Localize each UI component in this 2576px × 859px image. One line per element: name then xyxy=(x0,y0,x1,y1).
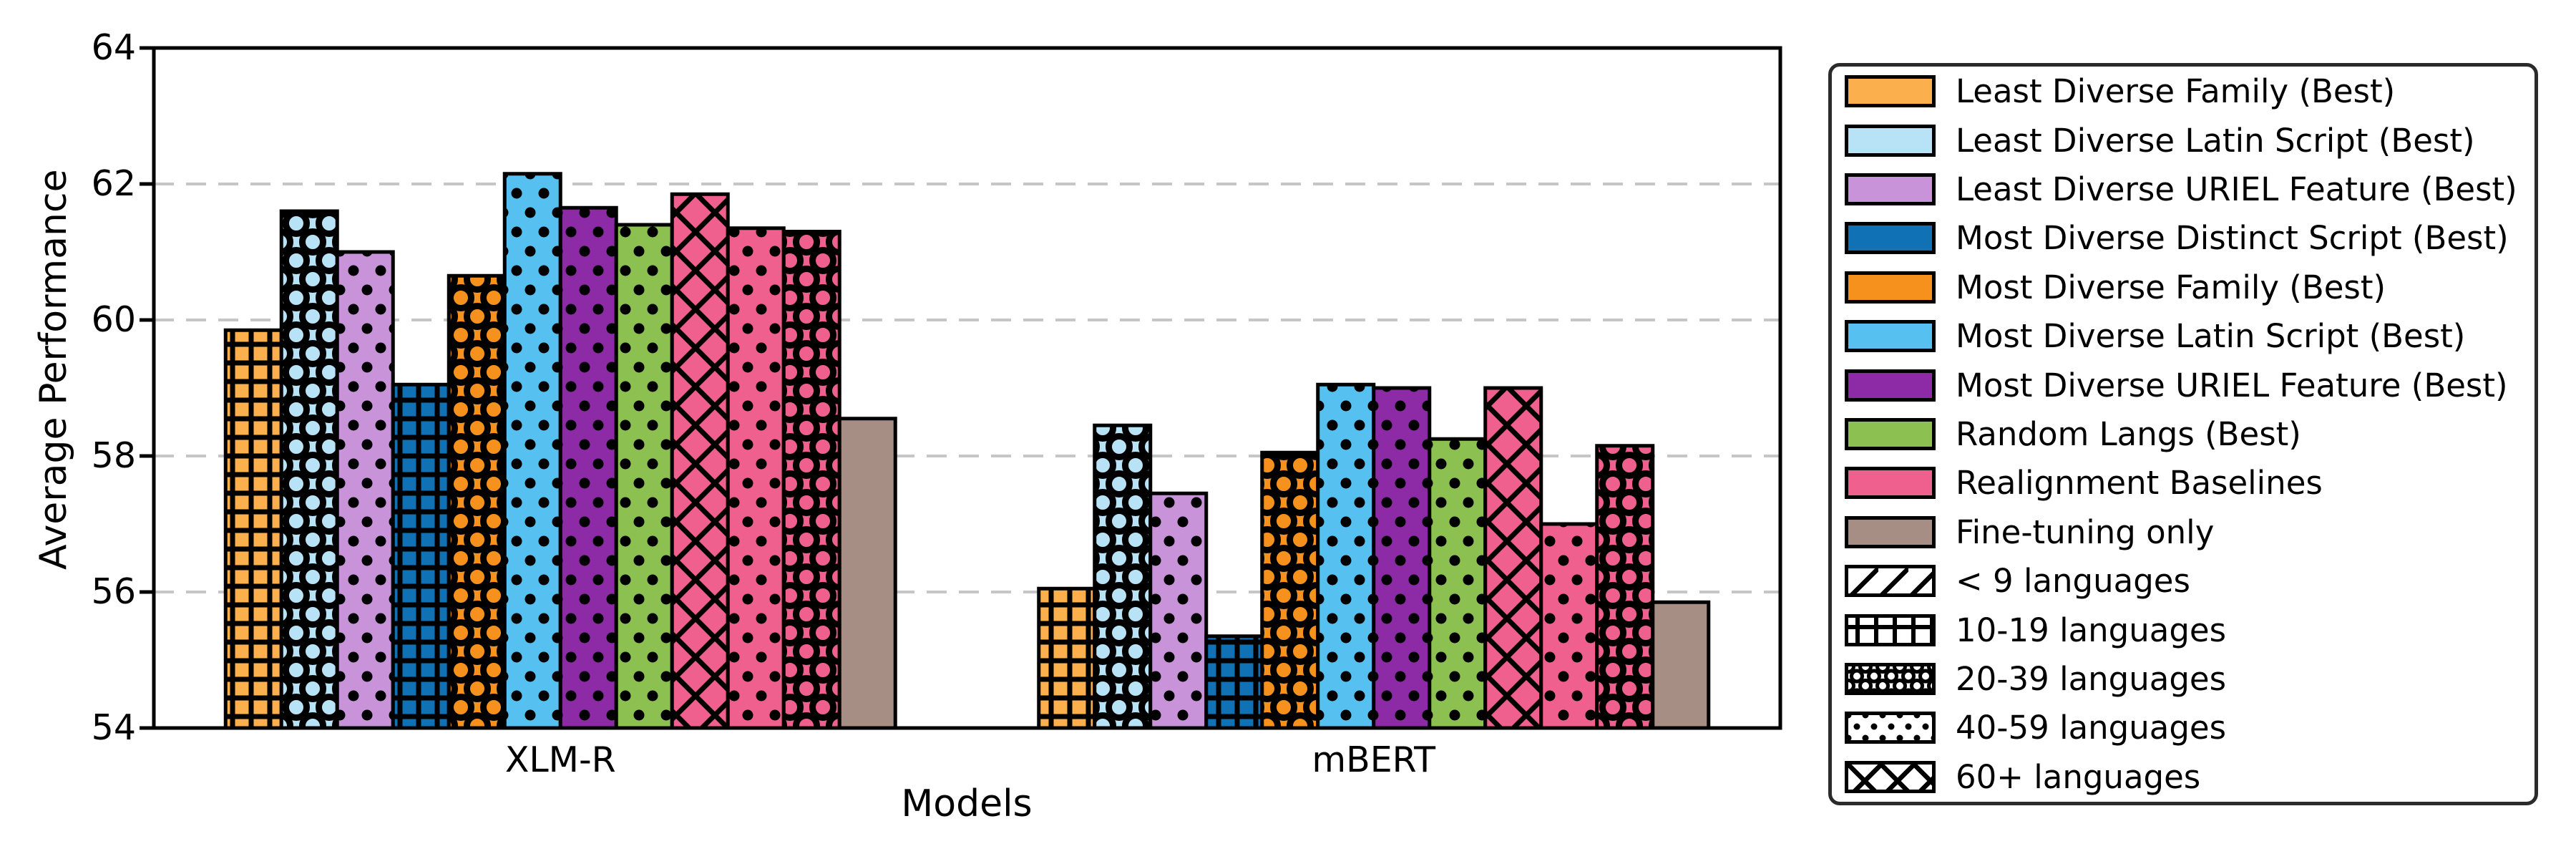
legend-item: 20-39 languages xyxy=(1845,654,2534,703)
bar-mbert-2 xyxy=(1093,423,1153,730)
legend-swatch-color xyxy=(1845,271,1936,304)
legend-swatch-hatch xyxy=(1845,712,1936,744)
bar-xlm-r-5 xyxy=(447,273,507,730)
legend-label: 20-39 languages xyxy=(1956,659,2227,698)
bar-xlm-r-1 xyxy=(223,328,283,730)
legend-swatch-color xyxy=(1845,173,1936,206)
bar-xlm-r-2 xyxy=(279,209,339,730)
bar-xlm-r-11 xyxy=(781,230,841,730)
legend-item: Realignment Baselines xyxy=(1845,459,2534,508)
legend-swatch-color xyxy=(1845,467,1936,500)
y-tick-label: 56 xyxy=(91,571,136,612)
legend-label: Most Diverse Distinct Script (Best) xyxy=(1956,219,2509,258)
legend-swatch-hatch xyxy=(1845,760,1936,793)
legend-swatch-color xyxy=(1845,124,1936,157)
y-tick-label: 62 xyxy=(91,163,136,204)
y-tick-label: 60 xyxy=(91,299,136,340)
legend-label: 10-19 languages xyxy=(1956,611,2227,649)
bar-xlm-r-3 xyxy=(335,250,395,730)
legend: Least Diverse Family (Best) Least Divers… xyxy=(1828,63,2538,805)
bar-mbert-4 xyxy=(1204,634,1264,730)
legend-swatch-color xyxy=(1845,222,1936,255)
bar-mbert-5 xyxy=(1260,450,1320,730)
legend-label: Least Diverse URIEL Feature (Best) xyxy=(1956,170,2517,209)
legend-item: Most Diverse URIEL Feature (Best) xyxy=(1845,361,2534,409)
legend-label: Least Diverse Latin Script (Best) xyxy=(1956,121,2475,160)
legend-swatch-hatch xyxy=(1845,662,1936,695)
x-tick-label-mbert: mBERT xyxy=(1312,739,1436,780)
legend-item: Random Langs (Best) xyxy=(1845,409,2534,458)
legend-label: < 9 languages xyxy=(1956,562,2190,601)
bar-mbert-6 xyxy=(1316,382,1376,730)
legend-swatch-color xyxy=(1845,320,1936,353)
legend-label: Realignment Baselines xyxy=(1956,464,2323,503)
legend-item: Most Diverse Latin Script (Best) xyxy=(1845,312,2534,361)
bar-xlm-r-8 xyxy=(614,223,674,730)
legend-swatch-color xyxy=(1845,515,1936,548)
legend-label: Fine-tuning only xyxy=(1956,513,2215,551)
bar-mbert-3 xyxy=(1148,491,1209,730)
y-axis-label: Average Performance xyxy=(32,169,75,570)
bar-xlm-r-9 xyxy=(670,192,730,730)
legend-item: Least Diverse URIEL Feature (Best) xyxy=(1845,165,2534,213)
y-tick-label: 64 xyxy=(91,27,136,68)
bar-mbert-12 xyxy=(1651,600,1711,730)
legend-item: Fine-tuning only xyxy=(1845,508,2534,556)
bar-mbert-7 xyxy=(1372,386,1432,730)
bar-xlm-r-10 xyxy=(726,226,786,730)
legend-swatch-color xyxy=(1845,369,1936,402)
bar-xlm-r-4 xyxy=(391,382,451,730)
legend-item: 60+ languages xyxy=(1845,752,2534,801)
bar-xlm-r-6 xyxy=(502,172,562,730)
bar-mbert-10 xyxy=(1539,522,1599,730)
legend-swatch-hatch xyxy=(1845,613,1936,646)
legend-label: 60+ languages xyxy=(1956,757,2201,796)
legend-label: Most Diverse Family (Best) xyxy=(1956,268,2386,306)
legend-swatch-color xyxy=(1845,75,1936,108)
bar-xlm-r-12 xyxy=(837,417,897,730)
legend-item: 10-19 languages xyxy=(1845,606,2534,654)
legend-item: Most Diverse Family (Best) xyxy=(1845,263,2534,311)
legend-swatch-hatch xyxy=(1845,565,1936,598)
legend-label: Least Diverse Family (Best) xyxy=(1956,72,2396,111)
bar-xlm-r-7 xyxy=(558,205,618,730)
legend-label: 40-59 languages xyxy=(1956,709,2227,747)
bar-mbert-11 xyxy=(1595,444,1655,730)
bar-mbert-9 xyxy=(1483,386,1543,730)
legend-item: Least Diverse Latin Script (Best) xyxy=(1845,116,2534,165)
legend-item: Least Diverse Family (Best) xyxy=(1845,67,2534,116)
legend-item: < 9 languages xyxy=(1845,556,2534,605)
legend-label: Most Diverse URIEL Feature (Best) xyxy=(1956,366,2508,404)
y-tick-label: 58 xyxy=(91,435,136,476)
legend-label: Random Langs (Best) xyxy=(1956,414,2301,453)
legend-swatch-color xyxy=(1845,417,1936,450)
legend-item: 40-59 languages xyxy=(1845,704,2534,752)
x-axis-label: Models xyxy=(901,782,1033,825)
x-tick-label-xlm-r: XLM-R xyxy=(504,739,616,780)
y-tick-label: 54 xyxy=(91,707,136,748)
bar-mbert-1 xyxy=(1037,586,1097,730)
legend-item: Most Diverse Distinct Script (Best) xyxy=(1845,214,2534,263)
legend-label: Most Diverse Latin Script (Best) xyxy=(1956,317,2466,356)
bar-mbert-8 xyxy=(1428,437,1488,730)
